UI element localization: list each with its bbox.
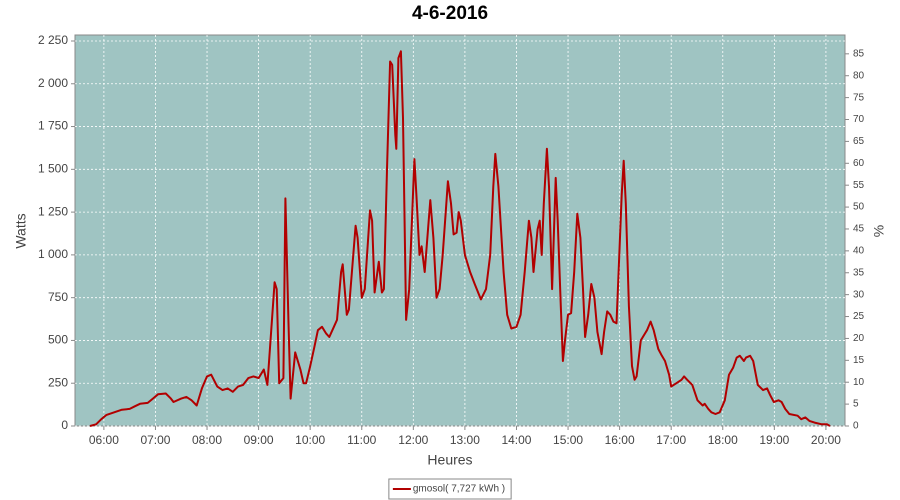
legend-label: gmosol( 7,727 kWh ) <box>413 484 505 495</box>
x-tick-label: 17:00 <box>656 433 686 447</box>
x-tick-label: 20:00 <box>811 433 841 447</box>
y2-tick-label: 75 <box>853 92 865 103</box>
legend: gmosol( 7,727 kWh ) <box>388 478 512 500</box>
y-tick-label: 1 750 <box>38 119 68 133</box>
y2-tick-label: 65 <box>853 136 865 147</box>
y-tick-label: 1 000 <box>38 247 68 261</box>
x-tick-label: 06:00 <box>89 433 119 447</box>
y2-tick-label: 15 <box>853 355 865 366</box>
y-tick-label: 2 250 <box>38 33 68 47</box>
y2-tick-label: 85 <box>853 48 865 59</box>
y-tick-label: 250 <box>48 375 68 389</box>
x-tick-label: 08:00 <box>192 433 222 447</box>
x-tick-label: 07:00 <box>140 433 170 447</box>
y2-tick-label: 45 <box>853 224 865 235</box>
plot-area <box>74 34 846 427</box>
y2-tick-label: 70 <box>853 114 865 125</box>
x-tick-label: 14:00 <box>501 433 531 447</box>
chart-title: 4-6-2016 <box>412 3 488 24</box>
y2-tick-label: 80 <box>853 70 865 81</box>
y2-tick-label: 60 <box>853 158 865 169</box>
legend-box <box>388 478 512 500</box>
y2-axis-label: % <box>871 225 887 237</box>
y-tick-label: 1 250 <box>38 204 68 218</box>
y2-tick-label: 10 <box>853 377 865 388</box>
x-tick-label: 19:00 <box>759 433 789 447</box>
y2-tick-label: 50 <box>853 202 865 213</box>
y-tick-label: 750 <box>48 290 68 304</box>
y2-tick-label: 20 <box>853 333 865 344</box>
y-tick-label: 1 500 <box>38 161 68 175</box>
y-tick-label: 2 000 <box>38 76 68 90</box>
y-axis-label: Watts <box>13 213 29 248</box>
y2-tick-label: 25 <box>853 311 865 322</box>
y2-tick-label: 35 <box>853 267 865 278</box>
y-tick-label: 500 <box>48 333 68 347</box>
x-axis-label: Heures <box>427 452 472 468</box>
y2-tick-label: 55 <box>853 180 865 191</box>
y2-tick-label: 30 <box>853 289 865 300</box>
x-tick-label: 18:00 <box>708 433 738 447</box>
y-tick-label: 0 <box>61 418 68 432</box>
x-tick-label: 09:00 <box>244 433 274 447</box>
y2-tick-label: 40 <box>853 246 865 257</box>
x-tick-label: 13:00 <box>450 433 480 447</box>
x-tick-label: 11:00 <box>347 433 376 447</box>
x-tick-label: 10:00 <box>295 433 325 447</box>
y2-tick-label: 0 <box>853 421 859 432</box>
x-tick-label: 12:00 <box>398 433 428 447</box>
x-tick-label: 15:00 <box>553 433 583 447</box>
x-tick-label: 16:00 <box>605 433 635 447</box>
y2-tick-label: 5 <box>853 399 859 410</box>
data-line <box>89 50 831 427</box>
